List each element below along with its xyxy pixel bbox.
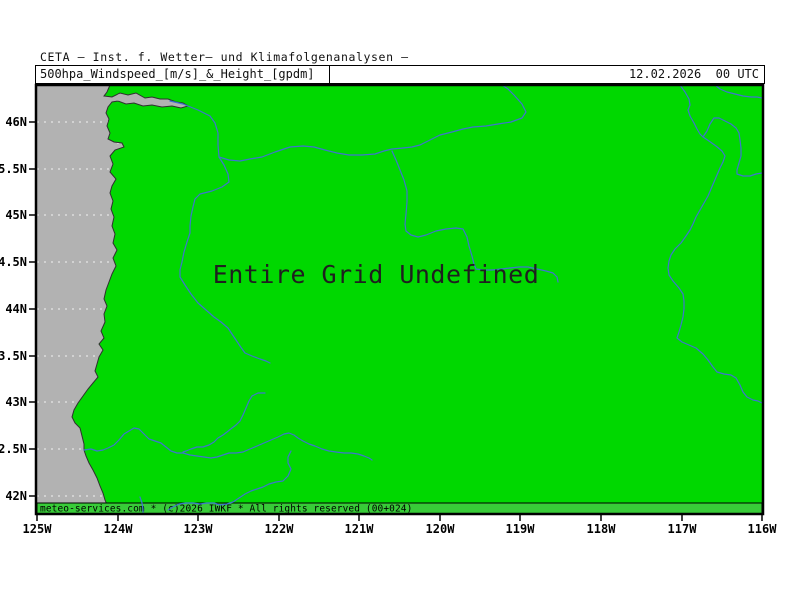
lat-label: 44N: [5, 302, 27, 316]
river-snake-fork: [679, 86, 762, 177]
lon-label: 119W: [506, 522, 536, 536]
lat-label: 42.5N: [0, 442, 27, 456]
lat-label: 43N: [5, 395, 27, 409]
status-message: Entire Grid Undefined: [213, 260, 540, 289]
river-coastal-stub: [139, 496, 144, 513]
lon-axis: 125W 124W 123W 122W 121W 120W 119W 118W …: [23, 515, 778, 536]
lon-label: 125W: [23, 522, 53, 536]
lat-axis: 46N 45.5N 45N 44.5N 44N 43.5N 43N 42.5N …: [0, 115, 36, 503]
lon-label: 124W: [104, 522, 134, 536]
valid-datetime: 12.02.2026 00 UTC: [628, 67, 759, 81]
river-topright: [715, 86, 762, 99]
lat-label: 45N: [5, 208, 27, 222]
product-title: 500hpa_Windspeed_[m/s]_&_Height_[gpdm]: [40, 67, 315, 81]
lat-label: 46N: [5, 115, 27, 129]
river-tributary-north: [182, 392, 266, 453]
river-rogue: [83, 427, 373, 461]
lon-label: 120W: [426, 522, 456, 536]
river-columbia: [169, 86, 527, 162]
lon-label: 123W: [184, 522, 214, 536]
map-frame: [34, 83, 765, 516]
coastline: [71, 86, 190, 513]
lon-label: 118W: [587, 522, 617, 536]
title-bar: 500hpa_Windspeed_[m/s]_&_Height_[gpdm] 1…: [35, 65, 765, 84]
lon-label: 121W: [345, 522, 375, 536]
river-tributary-south: [167, 450, 292, 511]
lon-label: 117W: [668, 522, 698, 536]
title-divider: [329, 66, 330, 83]
land-area: [72, 86, 762, 513]
river-deschutes: [391, 150, 559, 283]
lat-label: 43.5N: [0, 349, 27, 363]
river-willamette: [179, 156, 271, 364]
lat-label: 45.5N: [0, 162, 27, 176]
lat-label: 44.5N: [0, 255, 27, 269]
lat-label: 42N: [5, 489, 27, 503]
copyright-text: meteo-services.com * (c)2026 IWKF * All …: [40, 504, 412, 515]
rivers: [83, 86, 762, 513]
institute-header: CETA — Inst. f. Wetter— und Klimafolgena…: [40, 50, 409, 64]
river-snake: [667, 136, 762, 404]
lon-label: 116W: [748, 522, 778, 536]
lon-label: 122W: [265, 522, 295, 536]
